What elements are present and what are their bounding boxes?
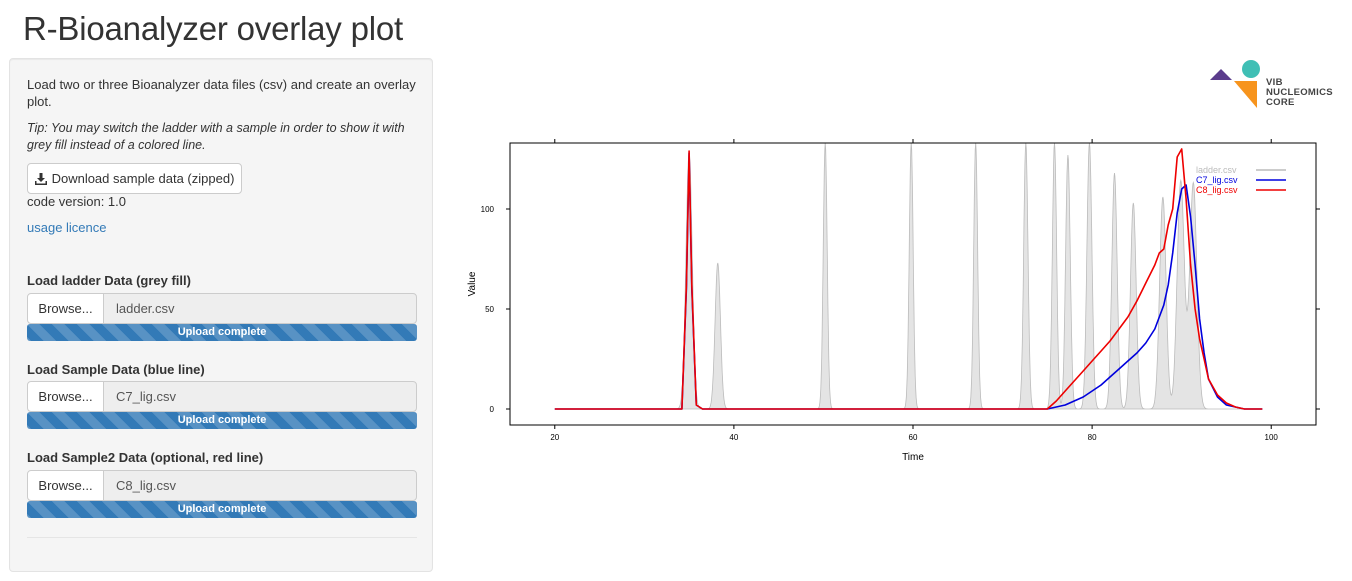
logo-triangle-purple xyxy=(1210,69,1232,80)
sample-input-label: Load Sample Data (blue line) xyxy=(27,362,205,377)
y-tick-label: 0 xyxy=(490,405,495,414)
logo-triangle-orange xyxy=(1234,81,1257,108)
download-icon xyxy=(34,172,47,185)
axis-layer: 20 40 60 80 100 0 50 100 xyxy=(481,139,1320,442)
sidebar-panel: Load two or three Bioanalyzer data files… xyxy=(9,58,433,572)
logo-text: VIB NUCLEOMICS CORE xyxy=(1266,78,1333,108)
sample2-upload-progress: Upload complete xyxy=(27,501,417,518)
vib-nucleomics-logo: VIB NUCLEOMICS CORE xyxy=(1207,58,1335,118)
sample-upload-progress: Upload complete xyxy=(27,412,417,429)
sidebar-divider xyxy=(27,537,417,538)
x-tick-label: 80 xyxy=(1088,433,1097,442)
ladder-upload-progress: Upload complete xyxy=(27,324,417,341)
logo-line-2: NUCLEOMICS xyxy=(1266,87,1333,98)
intro-text: Load two or three Bioanalyzer data files… xyxy=(27,77,416,109)
usage-licence-link[interactable]: usage licence xyxy=(27,220,107,235)
sample2-input-label: Load Sample2 Data (optional, red line) xyxy=(27,450,264,465)
y-tick-label: 50 xyxy=(485,305,494,314)
page-title: R-Bioanalyzer overlay plot xyxy=(23,10,403,47)
download-label: Download sample data (zipped) xyxy=(51,171,235,186)
logo-mark xyxy=(1210,60,1260,108)
legend-label-2: C7_lig.csv xyxy=(1196,175,1238,185)
legend-label-1: ladder.csv xyxy=(1196,165,1237,175)
x-tick-label: 20 xyxy=(550,433,559,442)
logo-circle-teal xyxy=(1242,60,1260,78)
download-sample-button[interactable]: Download sample data (zipped) xyxy=(27,163,242,194)
sample-browse-button[interactable]: Browse... xyxy=(27,381,104,412)
tip-text: Tip: You may switch the ladder with a sa… xyxy=(27,121,405,152)
logo-line-3: CORE xyxy=(1266,97,1295,108)
sample2-filename-field[interactable]: C8_lig.csv xyxy=(103,470,417,501)
sample-filename-field[interactable]: C7_lig.csv xyxy=(103,381,417,412)
ladder-file-input: Browse... ladder.csv xyxy=(27,293,417,324)
ladder-browse-button[interactable]: Browse... xyxy=(27,293,104,324)
sample2-browse-button[interactable]: Browse... xyxy=(27,470,104,501)
ladder-trace xyxy=(554,142,1263,410)
ladder-filename-field[interactable]: ladder.csv xyxy=(103,293,417,324)
y-axis-label: Value xyxy=(467,271,478,296)
x-tick-label: 40 xyxy=(729,433,738,442)
code-version: code version: 1.0 xyxy=(27,194,127,209)
logo-line-1: VIB xyxy=(1266,77,1283,88)
series-layer xyxy=(554,148,1263,410)
x-tick-label: 100 xyxy=(1265,433,1279,442)
legend-label-3: C8_lig.csv xyxy=(1196,185,1238,195)
series-line-2 xyxy=(554,148,1263,410)
ladder-input-label: Load ladder Data (grey fill) xyxy=(27,273,191,288)
sample-file-input: Browse... C7_lig.csv xyxy=(27,381,417,412)
x-axis-label: Time xyxy=(902,452,924,463)
ladder-layer xyxy=(554,142,1263,410)
x-tick-label: 60 xyxy=(909,433,918,442)
y-tick-label: 100 xyxy=(481,205,495,214)
sample2-file-input: Browse... C8_lig.csv xyxy=(27,470,417,501)
